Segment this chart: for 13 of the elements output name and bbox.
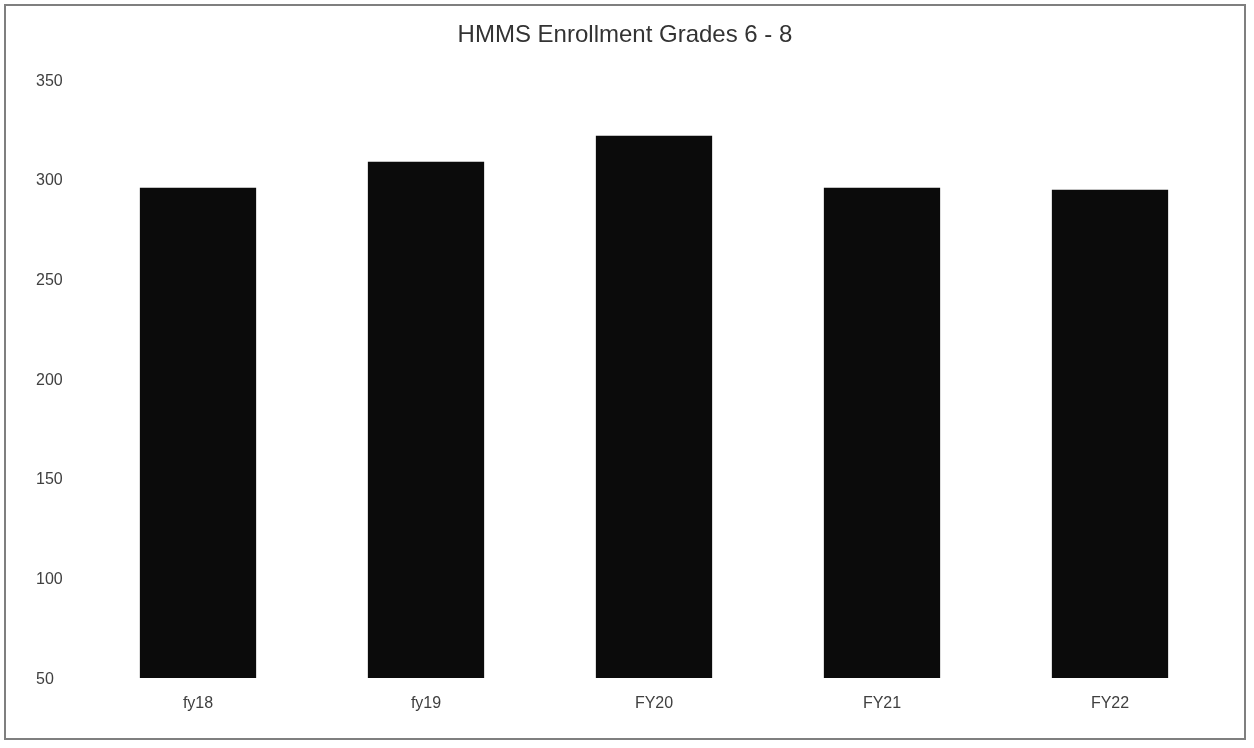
x-tick-label: FY20 [634,693,674,711]
y-tick-label: 200 [36,370,63,388]
x-tick-label: FY21 [862,693,902,711]
y-tick-label: 300 [36,171,63,189]
y-tick-label: 350 [36,71,63,89]
x-tick-label: fy18 [182,693,214,711]
y-tick-label: 50 [36,669,54,687]
y-tick-label: 250 [36,270,63,288]
chart-title: HMMS Enrollment Grades 6 - 8 [457,19,793,47]
y-tick-label: 100 [36,569,63,587]
x-tick-label: fy19 [410,693,442,711]
x-tick-label: FY22 [1090,693,1130,711]
y-tick-label: 150 [36,470,63,488]
